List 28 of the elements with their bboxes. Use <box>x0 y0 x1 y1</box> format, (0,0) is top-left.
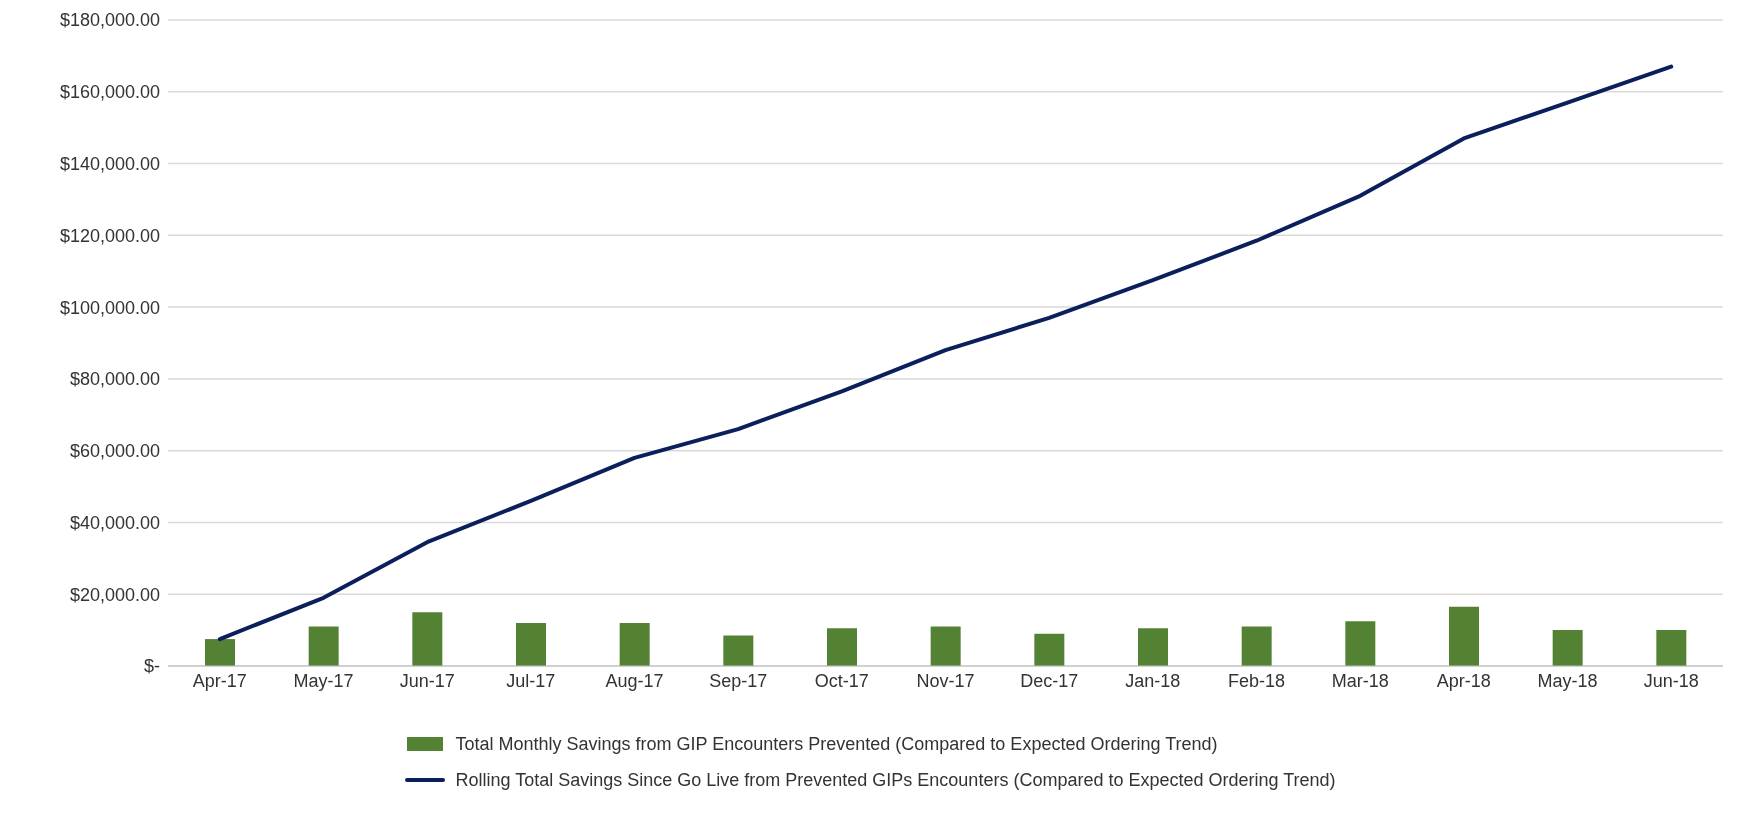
y-tick-label: $140,000.00 <box>59 153 160 174</box>
y-tick-label: $20,000.00 <box>69 584 160 605</box>
y-tick-label: $100,000.00 <box>59 297 160 318</box>
y-tick-label: $40,000.00 <box>69 512 160 533</box>
x-tick-label: Jun-17 <box>399 670 455 691</box>
x-tick-label: Sep-17 <box>709 670 768 691</box>
x-tick-label: Jul-17 <box>506 670 556 691</box>
y-tick-label: $- <box>143 656 160 677</box>
y-tick-label: $160,000.00 <box>59 82 160 103</box>
x-tick-label: Mar-18 <box>1331 670 1389 691</box>
x-tick-label: Jun-18 <box>1643 670 1699 691</box>
y-tick-label: $120,000.00 <box>59 225 160 246</box>
x-tick-label: Feb-18 <box>1227 670 1286 691</box>
y-tick-label: $60,000.00 <box>69 441 160 462</box>
x-tick-label: May-17 <box>293 670 354 691</box>
legend-label: Total Monthly Savings from GIP Encounters Prevented (Compared to Expected Ordering Trend) <box>455 733 1218 755</box>
legend-label: Rolling Total Savings Since Go Live from Prevented GIPs Encounters (Compared to Expected Ordering Trend) <box>455 769 1336 791</box>
x-tick-label: Apr-17 <box>192 670 247 691</box>
x-tick-label: Oct-17 <box>814 670 869 691</box>
x-tick-label: May-18 <box>1537 670 1598 691</box>
x-tick-label: Nov-17 <box>916 670 975 691</box>
y-tick-label: $180,000.00 <box>59 10 160 31</box>
y-tick-label: $80,000.00 <box>69 369 160 390</box>
x-tick-label: Jan-18 <box>1125 670 1181 691</box>
x-tick-label: Apr-18 <box>1436 670 1491 691</box>
line-series <box>217 64 1674 642</box>
x-tick-label: Aug-17 <box>605 670 664 691</box>
x-tick-label: Dec-17 <box>1020 670 1079 691</box>
